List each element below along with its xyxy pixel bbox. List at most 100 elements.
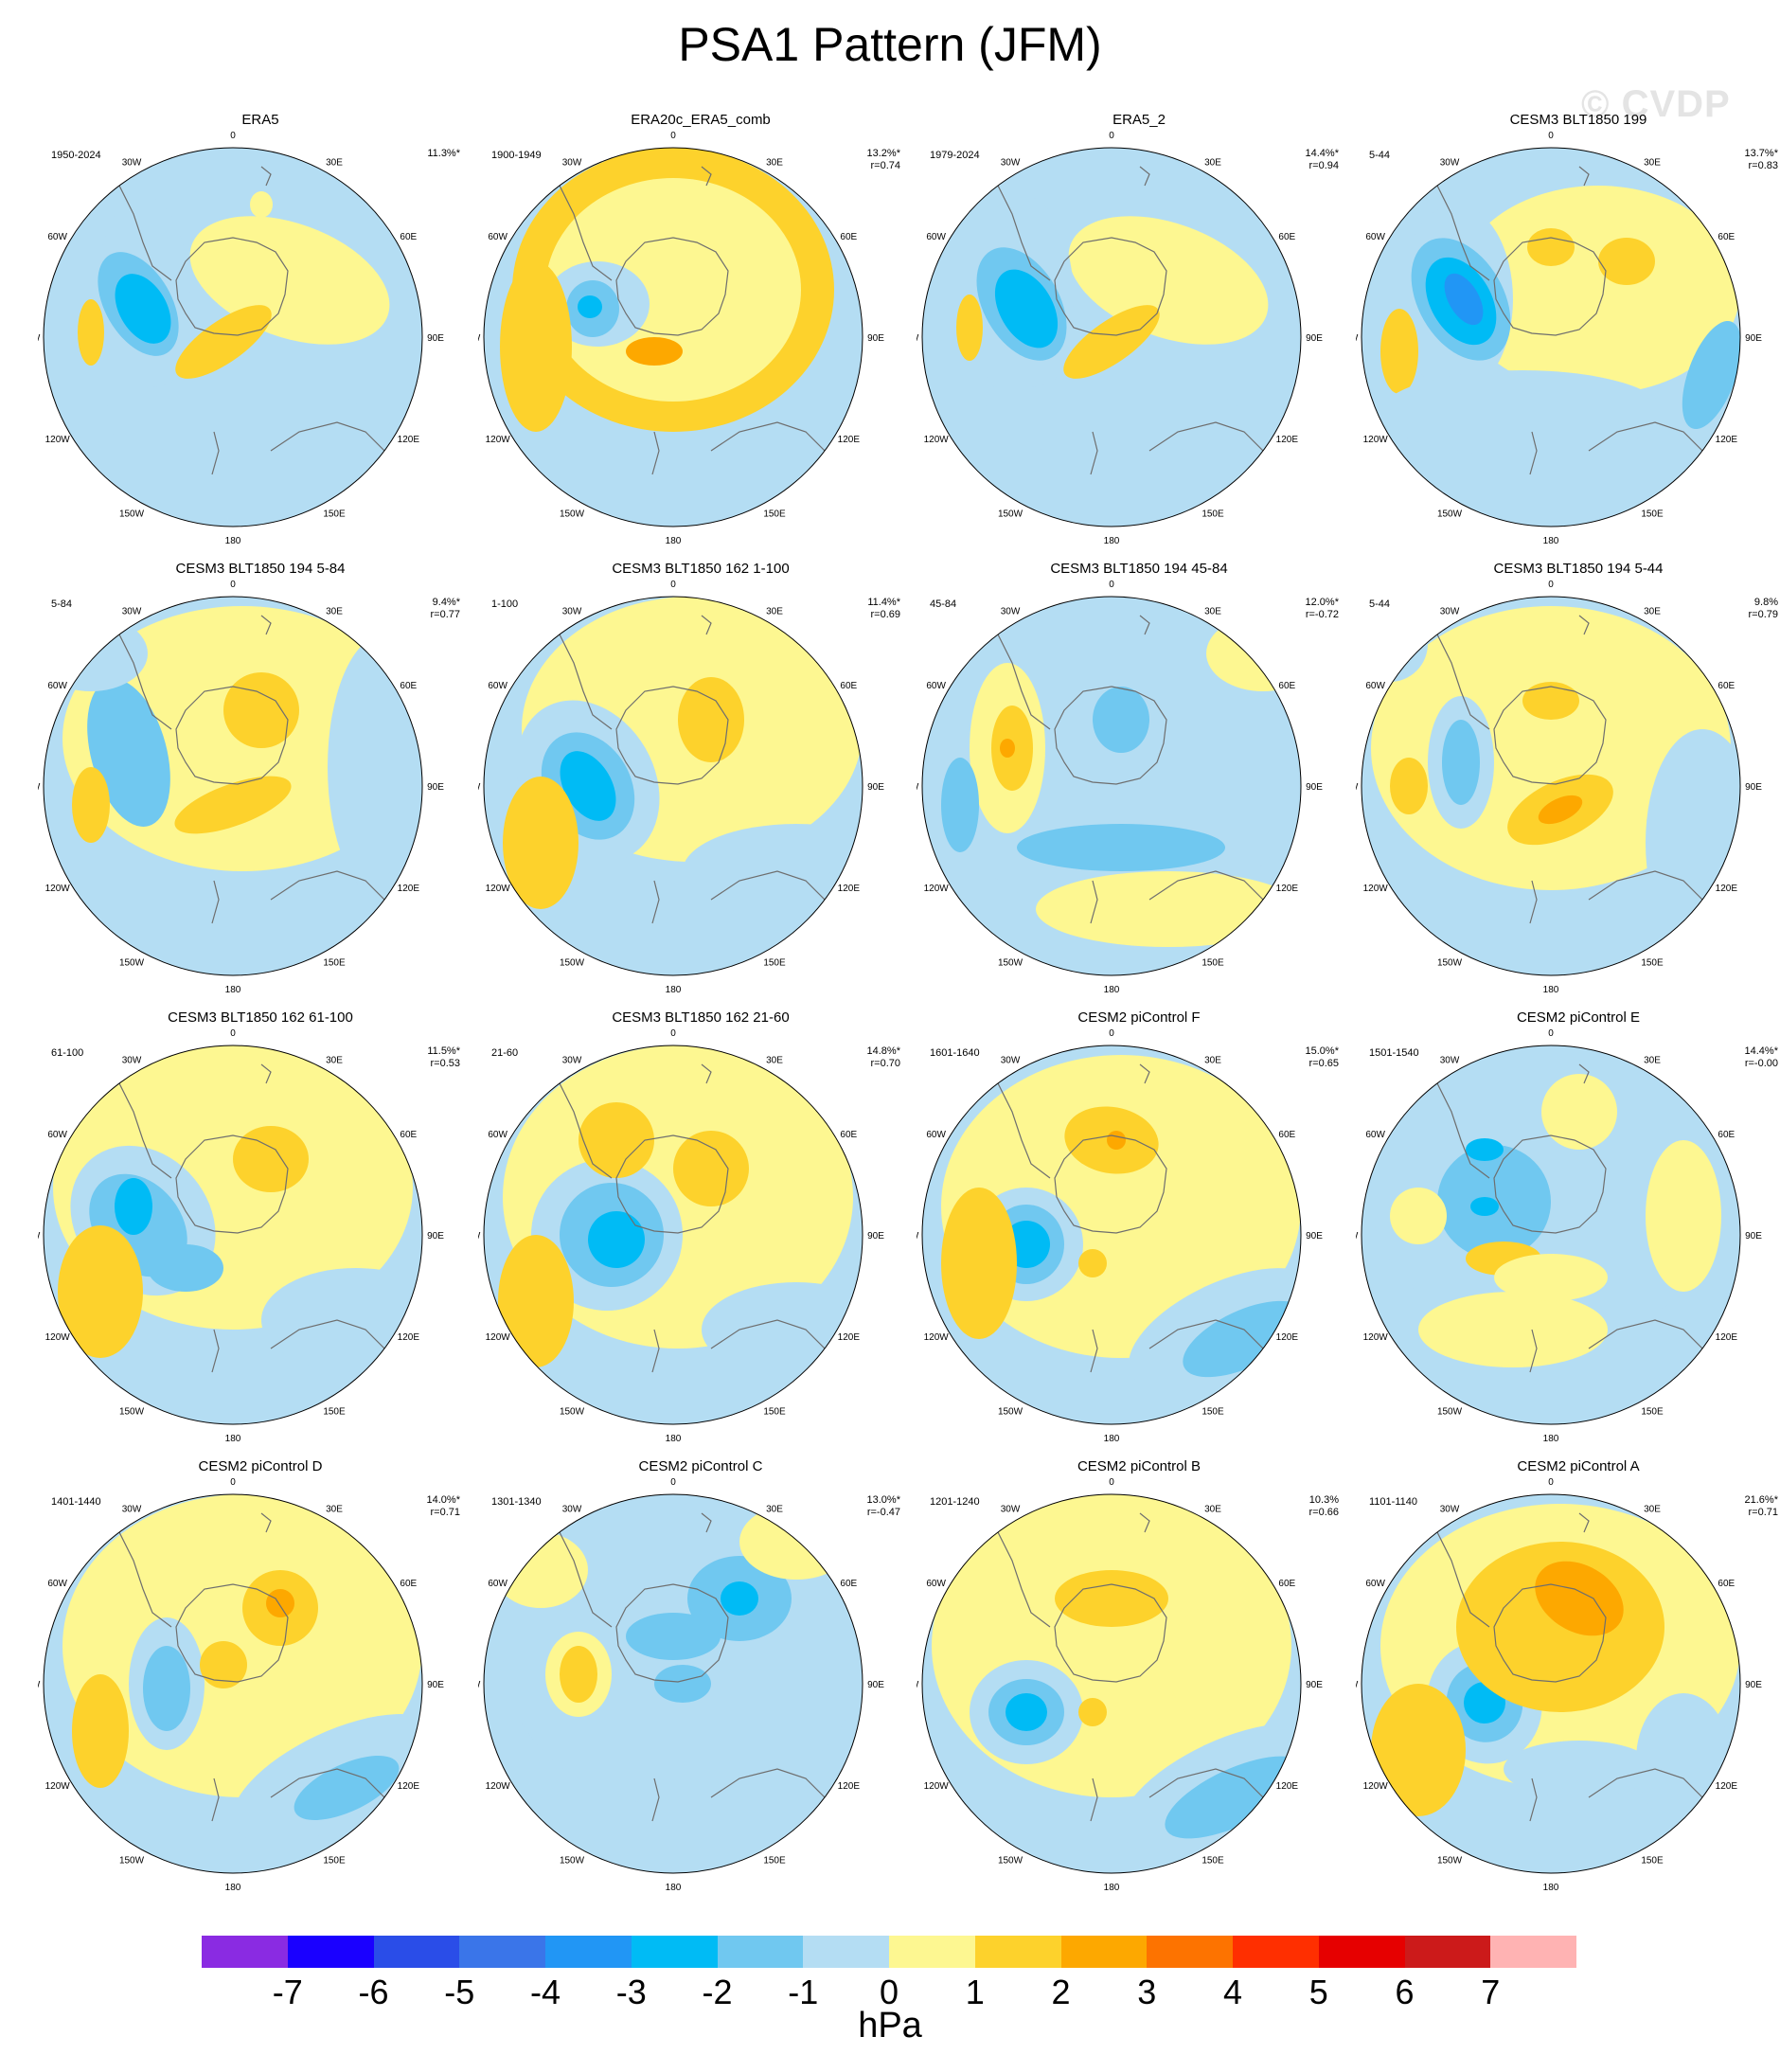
pattern-correlation: r=-0.47 — [866, 1507, 900, 1518]
coastline — [1578, 1063, 1590, 1084]
longitude-label: 60W — [488, 1579, 507, 1589]
polar-map: 0 30E 60E 90E 120E 150E 180 150W 120W 90W 60W 30W — [38, 1028, 444, 1444]
longitude-label: 0 — [230, 1477, 236, 1488]
contour-region — [174, 776, 292, 834]
longitude-label: 30W — [1001, 1056, 1021, 1066]
coastline — [1090, 1329, 1098, 1373]
contour-region — [58, 1225, 143, 1358]
map-panel: 0 30E 60E 90E 120E 150E 180 150W 120W 90W 60W 30W CE… — [38, 1009, 483, 1455]
contour-region — [1466, 1138, 1504, 1161]
coastline — [701, 1512, 712, 1533]
coastline — [651, 1777, 660, 1822]
longitude-label: 150E — [1641, 1855, 1664, 1866]
contour-region — [250, 191, 273, 218]
panel-title: CESM2 piControl B — [1077, 1458, 1202, 1474]
map-border — [43, 596, 423, 976]
longitude-label: 150W — [560, 1855, 585, 1866]
longitude-label: 120E — [1716, 1781, 1738, 1792]
longitude-label: 90E — [1745, 333, 1762, 344]
colorbar-swatch — [717, 1936, 804, 1968]
longitude-label: 180 — [666, 536, 682, 546]
panel-period: 1101-1140 — [1369, 1496, 1417, 1508]
longitude-label: 60W — [47, 681, 67, 691]
longitude-label: 30E — [766, 1505, 783, 1515]
longitude-label: 90W — [917, 333, 919, 344]
contour-region — [1636, 1693, 1731, 1826]
longitude-label: 90E — [867, 333, 884, 344]
longitude-label: 30E — [766, 158, 783, 169]
contour-region — [72, 1674, 129, 1788]
colorbar-swatch — [803, 1936, 889, 1968]
longitude-label: 30W — [122, 158, 142, 169]
colorbar-swatch — [1060, 1936, 1148, 1968]
longitude-label: 90W — [478, 1231, 481, 1241]
contour-region — [994, 269, 1059, 348]
polar-map: 0 30E 60E 90E 120E 150E 180 150W 120W 90W 60W 30W — [917, 1477, 1323, 1893]
contour-region — [1055, 1570, 1168, 1627]
longitude-label: 150E — [1202, 1406, 1224, 1417]
panel-period: 1401-1440 — [51, 1496, 101, 1508]
longitude-label: 0 — [1109, 1028, 1114, 1039]
map-panel: 0 30E 60E 90E 120E 150E 180 150W 120W 90W 60W 30W CE… — [1356, 561, 1780, 1006]
contour-region — [1078, 1249, 1107, 1277]
longitude-label: 30W — [1440, 1505, 1460, 1515]
polar-map: 0 30E 60E 90E 120E 150E 180 150W 120W 90W 60W 30W — [1356, 580, 1762, 995]
contour-region — [44, 616, 148, 691]
longitude-label: 150E — [1202, 957, 1224, 968]
panel-stats: 14.0%* r=0.71 — [427, 1494, 460, 1519]
longitude-label: 120E — [838, 435, 861, 445]
contour-region — [1418, 1292, 1608, 1367]
colorbar-swatch — [373, 1936, 460, 1968]
colorbar-swatch — [1490, 1936, 1576, 1968]
longitude-label: 150E — [323, 957, 346, 968]
longitude-label: 30E — [1204, 158, 1221, 169]
longitude-label: 60W — [1365, 681, 1385, 691]
panel-period: 1201-1240 — [930, 1496, 980, 1508]
longitude-label: 30E — [1644, 158, 1661, 169]
panel-title: CESM3 BLT1850 162 1-100 — [612, 561, 790, 577]
longitude-label: 60E — [1278, 681, 1295, 691]
longitude-label: 90E — [427, 1680, 444, 1690]
panel-period: 1-100 — [491, 598, 519, 610]
coastline — [1578, 615, 1590, 635]
pattern-correlation: r=0.83 — [1748, 160, 1779, 171]
map-border — [921, 1493, 1302, 1874]
longitude-label: 30E — [1204, 1505, 1221, 1515]
contour-region — [654, 1665, 711, 1703]
coastline — [615, 1134, 729, 1234]
longitude-label: 150W — [119, 509, 145, 519]
panel-period: 5-84 — [51, 598, 73, 610]
map-border — [43, 1045, 423, 1425]
map-panel: 0 30E 60E 90E 120E 150E 180 150W 120W 90W 60W 30W CE… — [478, 561, 923, 1006]
contour-region — [1538, 795, 1583, 825]
longitude-label: 150W — [119, 957, 145, 968]
map-panel: 0 30E 60E 90E 120E 150E 180 150W 120W 90W 60W 30W CE… — [38, 1458, 483, 1903]
longitude-label: 150W — [119, 1406, 145, 1417]
coastline — [1090, 1777, 1098, 1822]
longitude-label: 60W — [47, 1579, 67, 1589]
map-border — [483, 1045, 863, 1425]
explained-variance: 14.8%* — [866, 1045, 900, 1057]
longitude-label: 0 — [670, 1477, 676, 1488]
map-panel: 0 30E 60E 90E 120E 150E 180 150W 120W 90W 60W 30W CE… — [1356, 1009, 1780, 1455]
longitude-label: 180 — [225, 985, 241, 995]
coastline — [1054, 1583, 1167, 1683]
coastline — [1529, 431, 1538, 475]
longitude-label: 120E — [1276, 1781, 1299, 1792]
pattern-correlation: r=0.53 — [430, 1058, 461, 1069]
contour-region — [1168, 1608, 1244, 1722]
longitude-label: 60E — [1718, 232, 1735, 242]
contour-region — [1646, 729, 1740, 956]
longitude-label: 30E — [326, 1505, 343, 1515]
longitude-label: 120E — [838, 1332, 861, 1343]
contour-region — [1390, 758, 1428, 814]
colorbar-swatch — [889, 1936, 975, 1968]
polar-map: 0 30E 60E 90E 120E 150E 180 150W 120W 90W 60W 30W — [1356, 1477, 1762, 1893]
contour-region — [702, 1282, 863, 1377]
coastline — [211, 880, 220, 924]
longitude-label: 0 — [1109, 1477, 1114, 1488]
longitude-label: 30E — [1644, 1056, 1661, 1066]
coastline — [701, 615, 712, 635]
pattern-correlation: r=0.94 — [1308, 160, 1340, 171]
colorbar-swatch — [202, 1936, 288, 1968]
